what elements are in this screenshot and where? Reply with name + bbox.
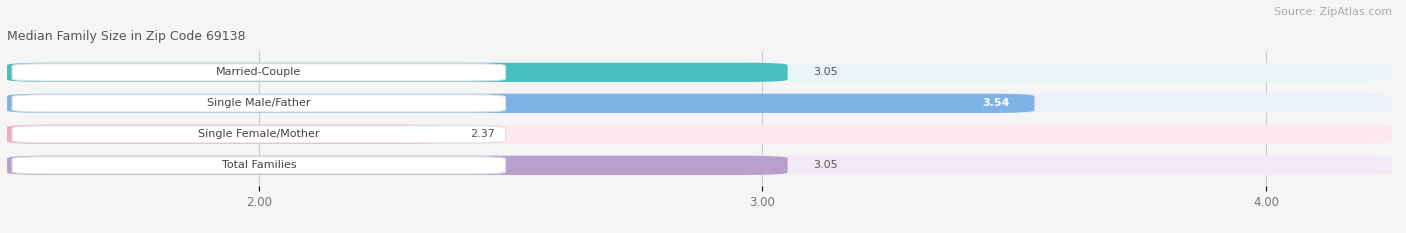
Text: Single Male/Father: Single Male/Father bbox=[207, 98, 311, 108]
FancyBboxPatch shape bbox=[13, 126, 506, 143]
Text: 3.05: 3.05 bbox=[813, 160, 838, 170]
Text: 3.54: 3.54 bbox=[981, 98, 1010, 108]
FancyBboxPatch shape bbox=[13, 157, 506, 174]
FancyBboxPatch shape bbox=[7, 63, 787, 82]
FancyBboxPatch shape bbox=[7, 125, 446, 144]
Text: Married-Couple: Married-Couple bbox=[217, 67, 301, 77]
FancyBboxPatch shape bbox=[7, 94, 1392, 113]
FancyBboxPatch shape bbox=[7, 94, 1035, 113]
FancyBboxPatch shape bbox=[13, 95, 506, 112]
Text: Total Families: Total Families bbox=[222, 160, 297, 170]
FancyBboxPatch shape bbox=[7, 63, 1392, 82]
Text: 3.05: 3.05 bbox=[813, 67, 838, 77]
Text: 2.37: 2.37 bbox=[471, 129, 495, 139]
Text: Median Family Size in Zip Code 69138: Median Family Size in Zip Code 69138 bbox=[7, 30, 246, 43]
FancyBboxPatch shape bbox=[7, 156, 1392, 175]
FancyBboxPatch shape bbox=[13, 64, 506, 81]
FancyBboxPatch shape bbox=[7, 156, 787, 175]
Text: Source: ZipAtlas.com: Source: ZipAtlas.com bbox=[1274, 7, 1392, 17]
FancyBboxPatch shape bbox=[7, 125, 1392, 144]
Text: Single Female/Mother: Single Female/Mother bbox=[198, 129, 319, 139]
